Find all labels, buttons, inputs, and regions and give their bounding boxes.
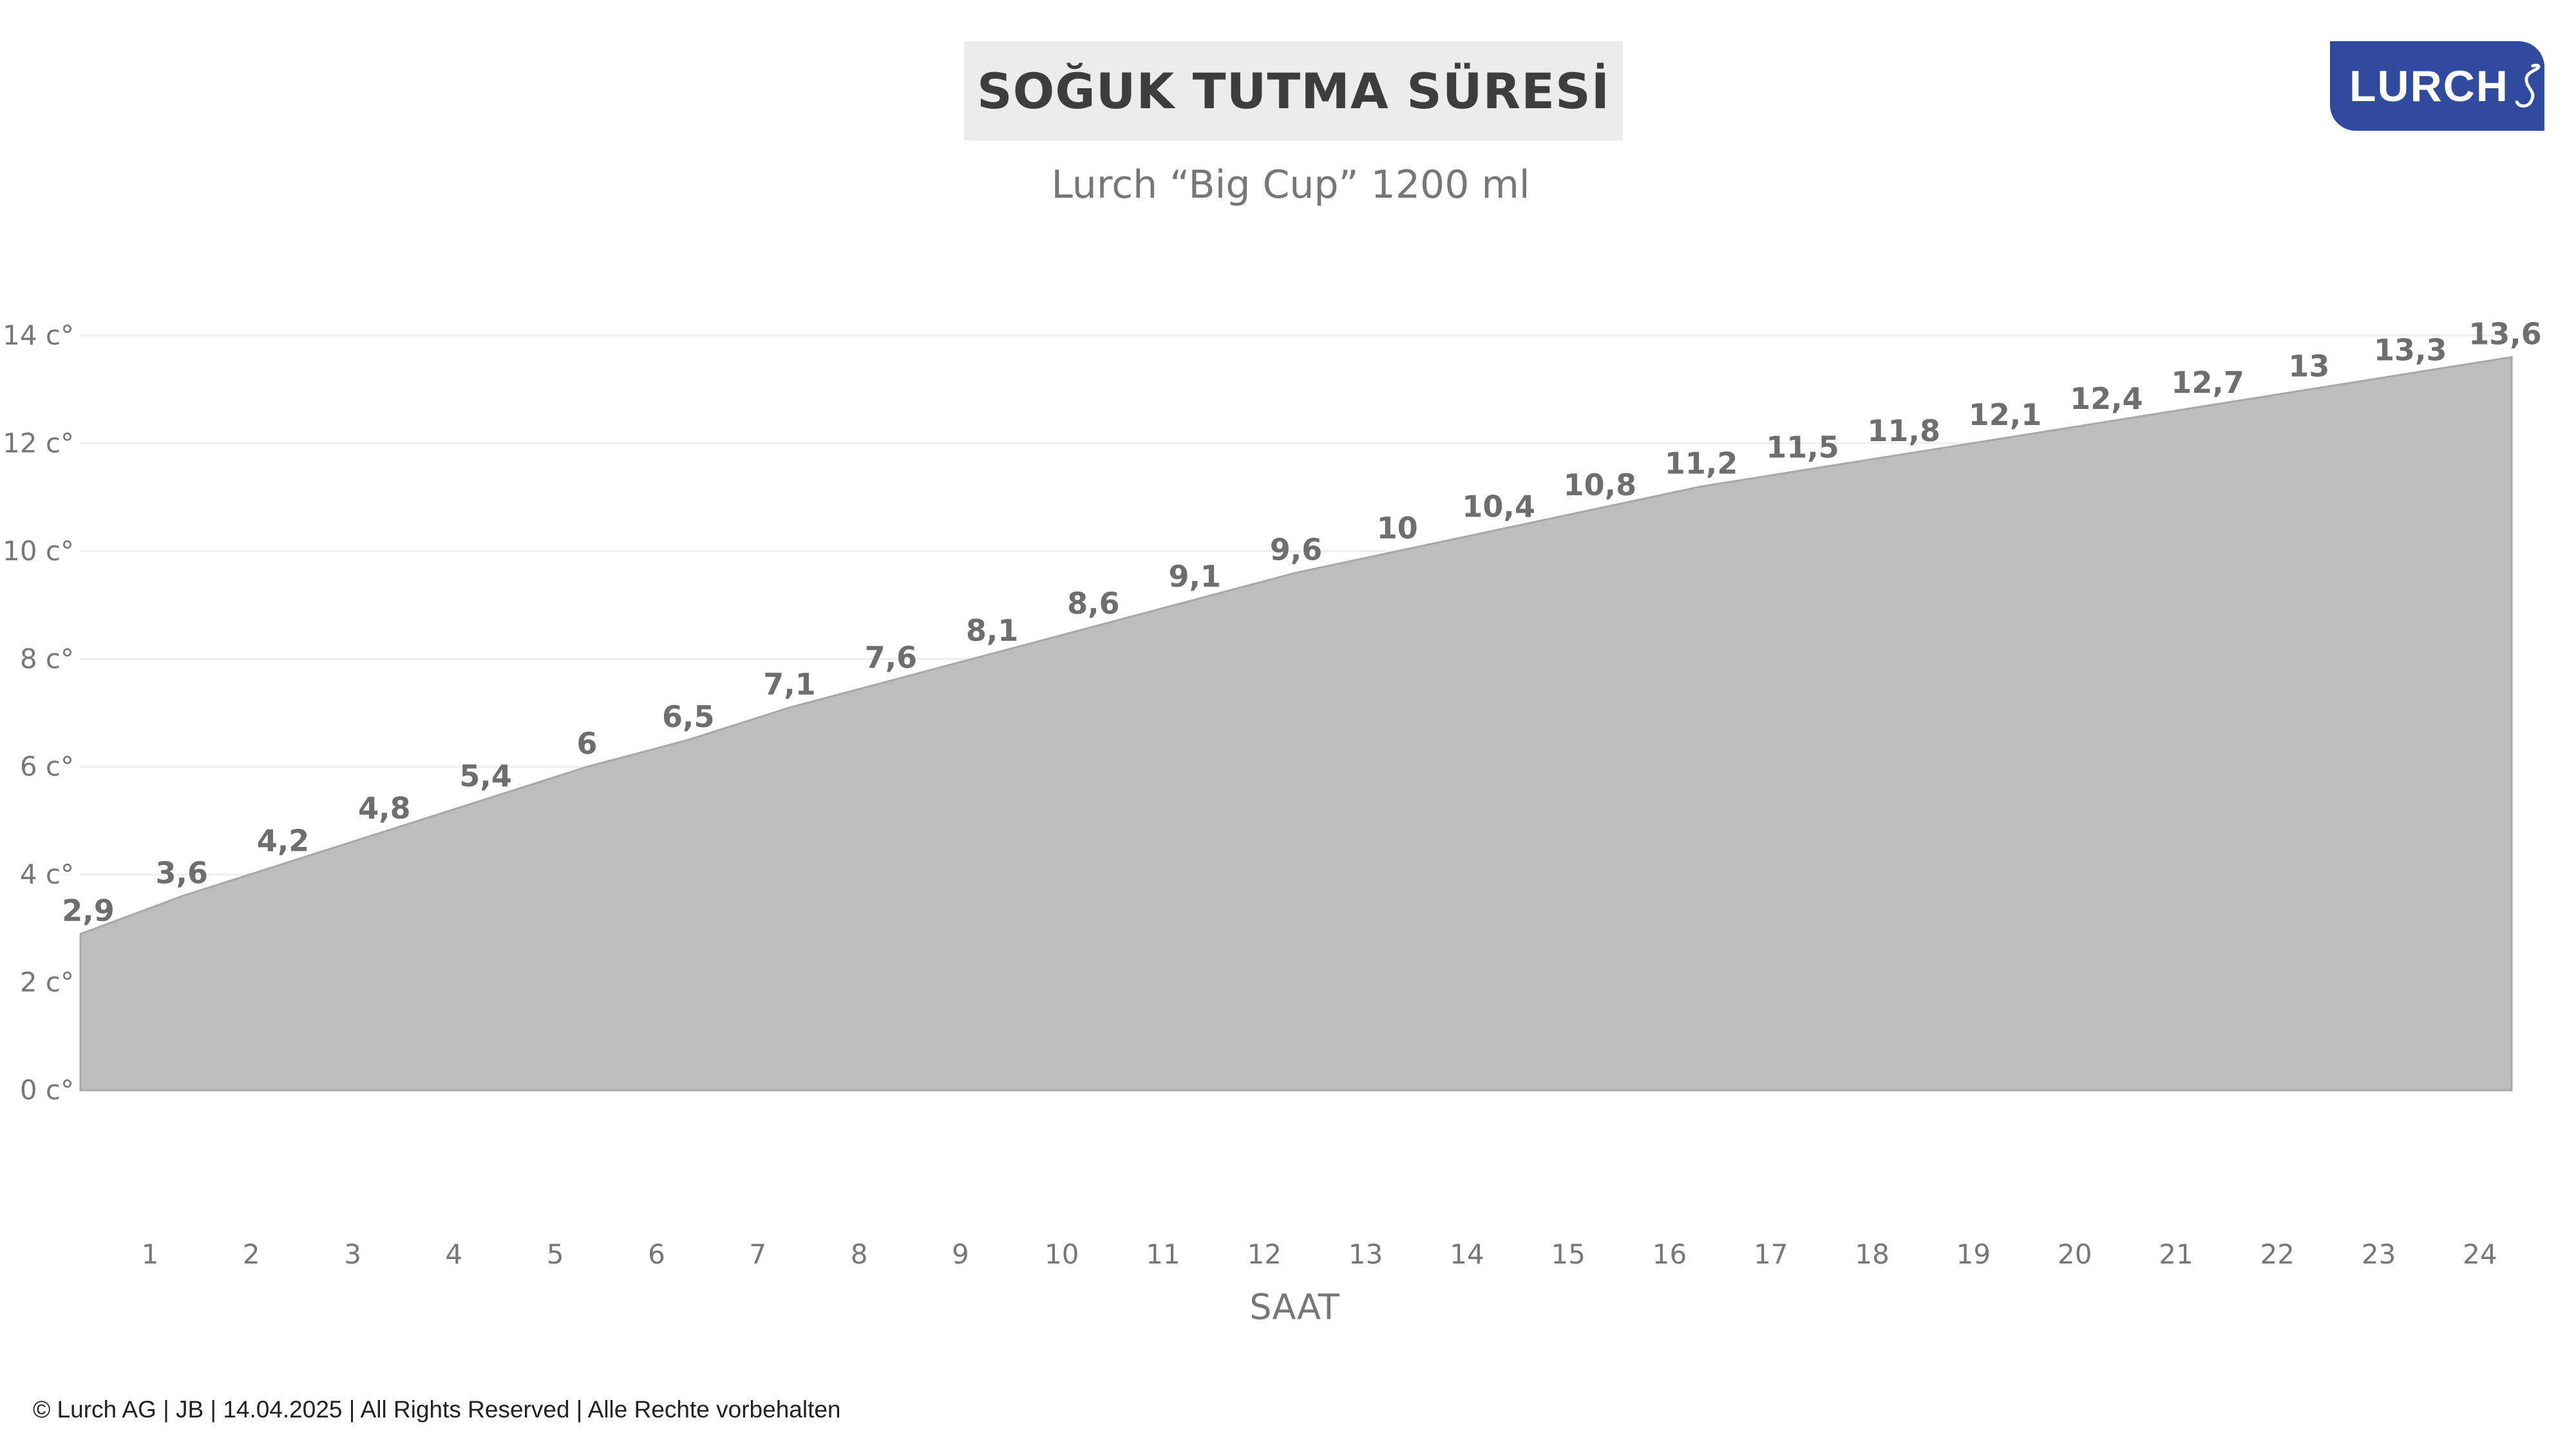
logo-text: LURCH (2349, 61, 2509, 111)
x-tick-label: 4 (446, 1238, 463, 1270)
data-label: 7,1 (763, 667, 816, 702)
salamander-icon (2515, 63, 2541, 108)
y-tick-label: 0 c° (20, 1074, 74, 1106)
x-tick-label: 9 (952, 1238, 969, 1270)
data-label: 10 (1377, 511, 1418, 545)
x-tick-label: 19 (1956, 1238, 1991, 1270)
x-tick-label: 22 (2260, 1238, 2295, 1270)
lurch-logo: LURCH (2330, 41, 2544, 131)
data-label: 9,6 (1270, 532, 1323, 567)
x-tick-label: 20 (2058, 1238, 2092, 1270)
data-label: 12,7 (2171, 365, 2244, 400)
data-label: 12,1 (1969, 397, 2042, 432)
data-label: 12,4 (2070, 381, 2143, 416)
x-tick-label: 17 (1754, 1238, 1788, 1270)
data-label: 4,2 (257, 823, 310, 858)
data-label: 13,3 (2374, 333, 2447, 368)
x-tick-label: 6 (648, 1238, 665, 1270)
y-tick-label: 12 c° (3, 427, 74, 459)
data-label: 10,8 (1564, 468, 1637, 502)
x-tick-label: 7 (749, 1238, 766, 1270)
y-tick-label: 14 c° (3, 319, 74, 351)
chart-subtitle: Lurch “Big Cup” 1200 ml (1051, 162, 1530, 207)
x-tick-label: 16 (1653, 1238, 1687, 1270)
footer-copyright: © Lurch AG | JB | 14.04.2025 | All Right… (33, 1396, 841, 1423)
data-label: 10,4 (1462, 489, 1535, 524)
y-tick-label: 8 c° (20, 643, 74, 674)
chart-title-box: SOĞUK TUTMA SÜRESİ (964, 41, 1623, 140)
data-label: 11,5 (1766, 430, 1839, 464)
x-axis-title: SAAT (1249, 1287, 1340, 1327)
y-tick-label: 4 c° (20, 858, 74, 890)
x-tick-label: 8 (851, 1238, 868, 1270)
x-tick-label: 18 (1855, 1238, 1889, 1270)
data-label: 3,6 (156, 856, 209, 891)
data-label: 9,1 (1168, 559, 1221, 594)
data-label: 6 (576, 726, 597, 761)
x-tick-label: 14 (1450, 1238, 1484, 1270)
data-label: 13 (2288, 349, 2329, 384)
x-tick-label: 2 (243, 1238, 260, 1270)
data-label: 7,6 (865, 640, 918, 675)
x-tick-label: 10 (1045, 1238, 1079, 1270)
data-label: 4,8 (358, 791, 411, 826)
y-tick-label: 2 c° (20, 967, 74, 998)
data-label: 5,4 (459, 759, 512, 793)
y-tick-label: 6 c° (20, 751, 74, 782)
x-tick-label: 1 (142, 1238, 159, 1270)
x-tick-label: 23 (2362, 1238, 2396, 1270)
x-tick-label: 3 (344, 1238, 361, 1270)
data-label: 13,6 (2468, 316, 2542, 351)
x-tick-label: 15 (1551, 1238, 1585, 1270)
x-tick-label: 24 (2463, 1238, 2497, 1270)
y-tick-label: 10 c° (3, 535, 74, 567)
data-label: 8,6 (1067, 586, 1120, 621)
data-label: 8,1 (966, 613, 1019, 648)
data-label: 11,2 (1665, 446, 1738, 480)
x-tick-label: 12 (1247, 1238, 1282, 1270)
chart-title: SOĞUK TUTMA SÜRESİ (977, 62, 1610, 120)
data-label: 6,5 (662, 699, 715, 734)
data-labels: 2,9 3,6 4,2 4,8 5,4 6 6,5 7,1 7,6 8,1 8,6 9,1 9,6 10 1… (62, 316, 2542, 928)
x-tick-label: 21 (2159, 1238, 2193, 1270)
area-series (79, 355, 2513, 1092)
y-axis-labels: 0 c° 2 c° 4 c° 6 c° 8 c° 10 c° 12 c° 14 c° (3, 319, 74, 1106)
x-tick-label: 11 (1146, 1238, 1180, 1270)
data-label: 11,8 (1868, 413, 1941, 448)
data-label: 2,9 (62, 893, 115, 928)
x-tick-label: 13 (1349, 1238, 1383, 1270)
x-tick-label: 5 (547, 1238, 564, 1270)
x-axis-labels: 1 2 3 4 5 6 7 8 9 10 11 12 13 14 15 16 17 18 19 20 21 22 23 24 (142, 1238, 2497, 1270)
